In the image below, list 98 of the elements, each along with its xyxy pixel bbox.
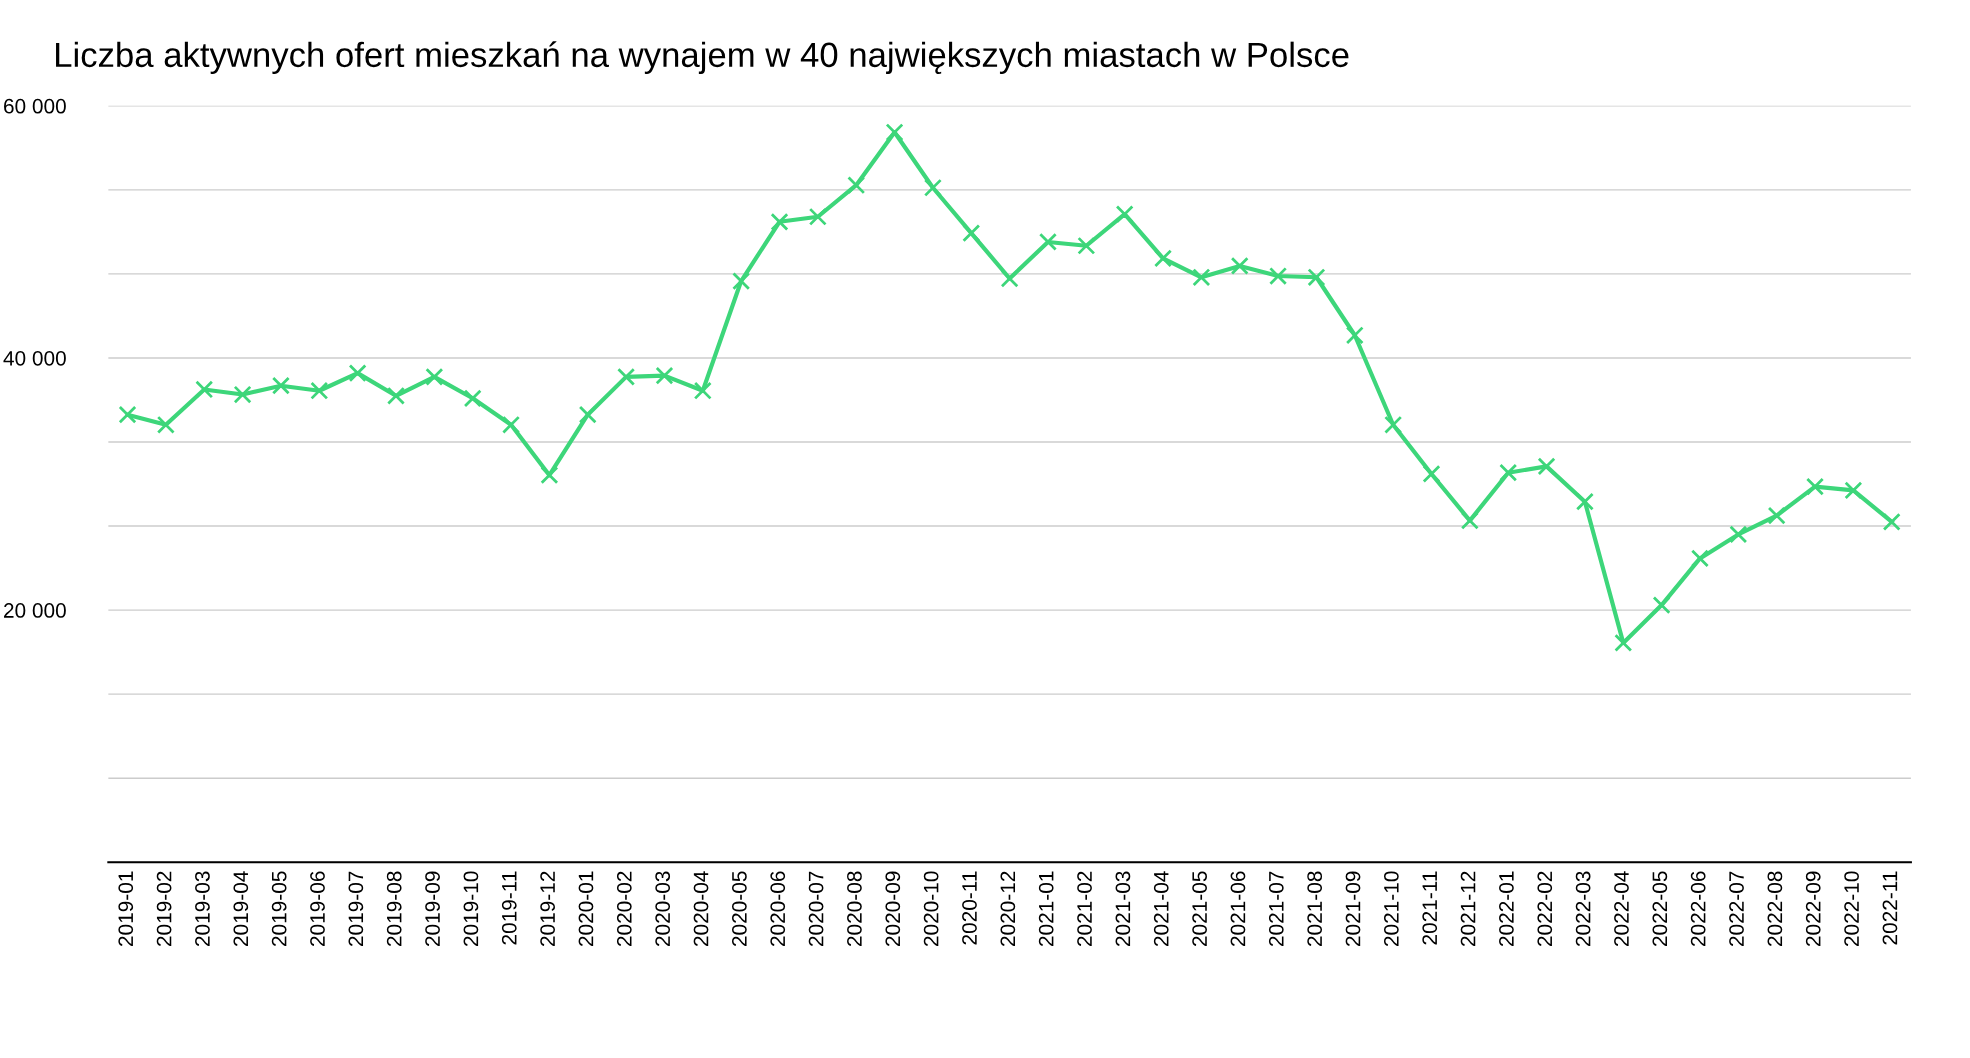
x-tick-label: 2020-07 [808,871,824,946]
x-tick-label: 2019-04 [233,871,249,946]
y-tick-label: 40 000 [3,350,66,366]
point [655,366,674,385]
point [847,176,866,195]
point [1384,415,1403,434]
y-tick-label: 60 000 [4,98,66,114]
point [156,415,175,434]
point [1690,549,1709,568]
x-tick-label: 2019-10 [463,871,479,946]
point [1499,463,1518,482]
point [1422,464,1441,483]
point [1729,525,1748,544]
chart-title: Liczba aktywnych ofert mieszkań na wynajem w 40 największych miastach w Polsce [56,41,1349,75]
point [540,466,559,485]
x-tick-label: 2021-07 [1268,871,1284,946]
x-tick-label: 2021-05 [1192,871,1207,946]
x-tick-label: 2022-04 [1614,871,1629,946]
point [732,272,751,291]
x-tick-label: 2020-09 [885,871,901,946]
x-tick-label: 2022-09 [1805,871,1821,946]
x-tick-label: 2021-11 [1422,871,1438,945]
point [923,178,942,197]
point [1460,511,1479,530]
x-tick-label: 2022-05 [1652,871,1668,946]
point [1269,266,1288,286]
point [885,123,904,142]
point [1000,269,1019,288]
x-tick-label: 2020-06 [770,871,786,946]
x-tick-label: 2021-01 [1038,871,1054,946]
point [1307,268,1326,287]
x-tick-label: 2019-11 [501,871,517,945]
x-tick-label: 2021-09 [1345,871,1361,946]
point [1575,492,1594,511]
x-tick-label: 2020-03 [655,871,671,946]
x-tick-label: 2019-01 [118,871,134,946]
point [693,381,712,400]
point [1614,633,1633,652]
x-tick-label: 2019-12 [540,871,555,946]
x-tick-label: 2019-08 [386,871,402,946]
x-tick-label: 2022-08 [1767,871,1783,946]
point [808,207,827,226]
point [195,380,214,399]
point [1192,268,1211,287]
point [1805,477,1825,496]
point [578,405,597,424]
x-tick-label: 2020-02 [616,871,632,946]
point [1767,506,1786,525]
x-tick-label: 2021-04 [1153,871,1169,946]
point [310,381,329,400]
x-tick-label: 2021-02 [1077,871,1092,946]
point [1652,596,1671,615]
point [1230,256,1249,275]
point [1077,236,1096,255]
x-tick-label: 2019-05 [271,871,287,946]
x-tick-label: 2020-11 [962,871,977,945]
x-tick-label: 2020-04 [693,871,709,946]
point [463,389,482,408]
point [1154,249,1173,268]
x-tick-label: 2020-08 [847,871,862,946]
x-tick-label: 2020-05 [732,871,747,946]
point [962,224,981,243]
x-tick-label: 2019-03 [195,871,210,946]
x-tick-label: 2020-12 [1000,871,1016,946]
x-tick-label: 2020-10 [923,871,939,946]
x-tick-label: 2021-08 [1307,871,1323,946]
x-tick-label: 2022-10 [1844,871,1859,946]
x-tick-label: 2021-10 [1383,871,1399,946]
point [386,386,406,405]
y-tick-label: 20 000 [4,603,66,618]
point [233,385,252,404]
point [348,364,367,383]
x-tick-label: 2022-01 [1499,871,1514,946]
point [770,212,789,231]
point [1038,232,1058,251]
x-tick-label: 2022-07 [1729,871,1744,946]
point [1844,481,1863,500]
x-tick-label: 2019-06 [310,871,325,946]
point [271,376,290,395]
x-tick-label: 2022-11 [1882,871,1898,945]
point [1537,457,1556,476]
x-tick-label: 2022-03 [1575,871,1591,946]
point [425,367,444,386]
x-tick-label: 2021-06 [1230,871,1246,946]
point [118,405,137,424]
point [617,367,636,386]
x-tick-label: 2022-02 [1537,871,1553,946]
point [1882,512,1901,531]
point [1115,205,1134,224]
x-tick-label: 2021-03 [1115,871,1131,946]
x-tick-label: 2020-01 [578,871,594,946]
point [1345,326,1364,345]
x-tick-label: 2021-12 [1460,871,1476,946]
x-tick-label: 2019-07 [348,871,364,946]
point [502,415,521,434]
x-tick-label: 2022-06 [1690,871,1706,946]
x-tick-label: 2019-09 [425,871,440,946]
x-tick-label: 2019-02 [156,871,172,946]
